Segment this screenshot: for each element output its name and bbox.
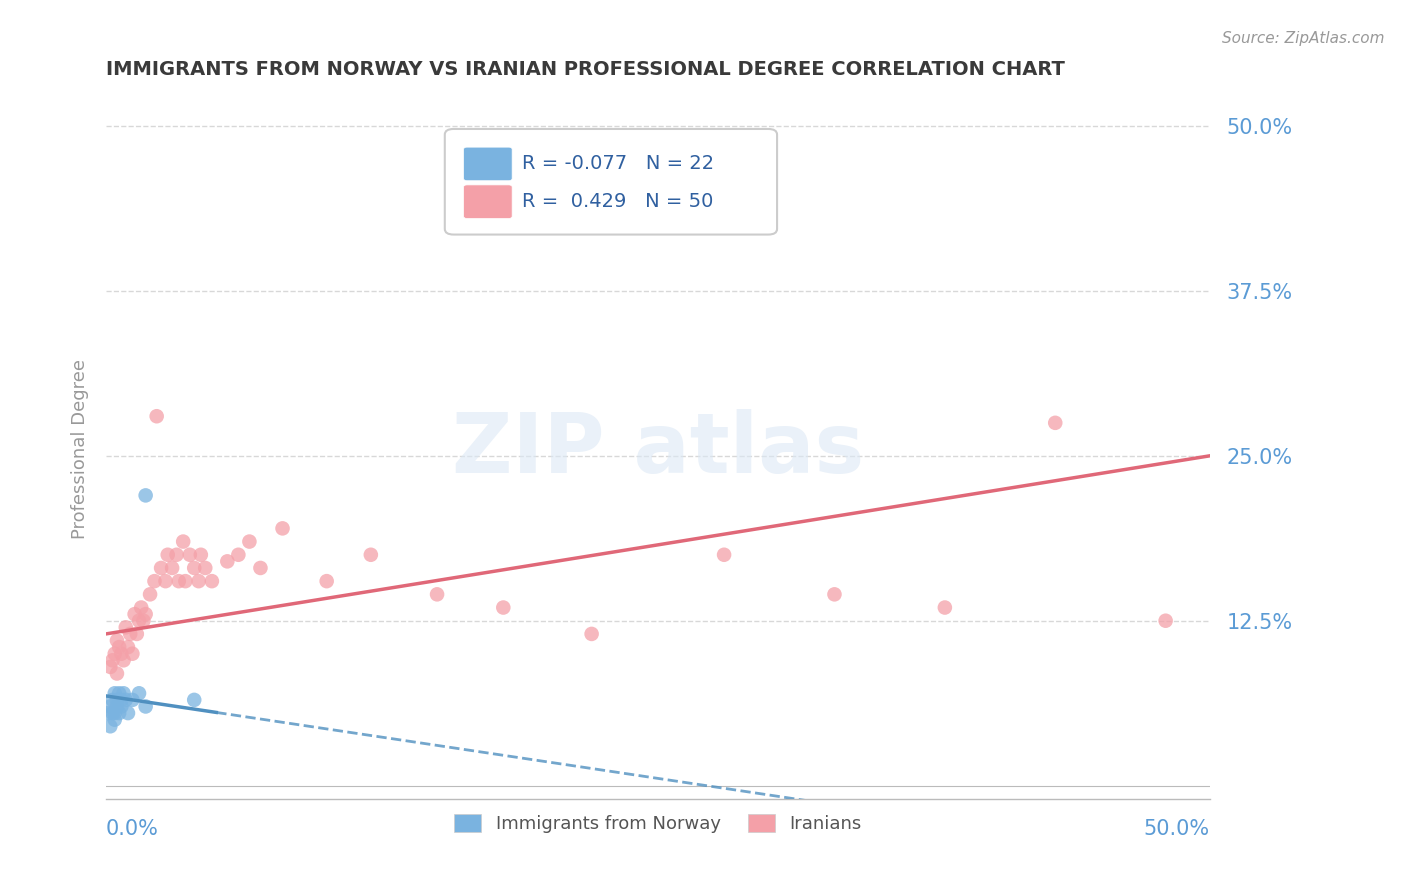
Point [110,699,132,714]
Point [114,620,136,634]
Point [98,719,121,733]
Point [150,561,173,575]
Point [104,713,127,727]
Text: Source: ZipAtlas.com: Source: ZipAtlas.com [1222,31,1385,46]
Point [581,627,603,641]
Text: ZIP atlas: ZIP atlas [451,409,863,490]
Point [179,548,201,562]
Point [101,653,124,667]
Point [139,587,162,601]
Point [128,614,150,628]
Point [117,706,139,720]
Point [156,548,179,562]
Point [121,693,143,707]
Point [713,548,735,562]
Point [104,647,127,661]
Point [238,534,260,549]
Point [135,488,157,502]
Y-axis label: Professional Degree: Professional Degree [72,359,89,540]
Point [135,699,157,714]
Point [98,660,121,674]
Point [105,693,128,707]
Point [112,653,135,667]
Point [117,640,139,654]
Point [167,574,190,589]
Point [125,627,148,641]
Point [101,706,124,720]
FancyBboxPatch shape [464,185,512,219]
Point [108,686,131,700]
Point [824,587,846,601]
Point [201,574,224,589]
Text: 50.0%: 50.0% [1143,819,1209,838]
Point [183,693,205,707]
Point [217,554,239,568]
Point [145,409,167,424]
FancyBboxPatch shape [444,129,778,235]
Point [271,521,294,535]
FancyBboxPatch shape [464,147,512,181]
Point [187,574,209,589]
Point [135,607,157,621]
Point [98,699,121,714]
Point [108,640,131,654]
Point [1154,614,1177,628]
Point [183,561,205,575]
Point [160,561,183,575]
Point [110,647,132,661]
Point [104,686,127,700]
Point [121,647,143,661]
Point [194,561,217,575]
Point [97,706,120,720]
Point [132,614,155,628]
Point [105,666,128,681]
Point [110,693,132,707]
Point [143,574,166,589]
Text: IMMIGRANTS FROM NORWAY VS IRANIAN PROFESSIONAL DEGREE CORRELATION CHART: IMMIGRANTS FROM NORWAY VS IRANIAN PROFES… [105,60,1064,78]
Point [114,693,136,707]
Point [190,548,212,562]
Point [166,548,188,562]
Legend: Immigrants from Norway, Iranians: Immigrants from Norway, Iranians [446,805,870,842]
Point [360,548,382,562]
Point [129,600,152,615]
Point [172,534,194,549]
Point [124,607,146,621]
Point [315,574,337,589]
Point [1045,416,1067,430]
Text: 0.0%: 0.0% [105,819,159,838]
Point [249,561,271,575]
Point [426,587,449,601]
Point [492,600,515,615]
Point [228,548,250,562]
Point [112,686,135,700]
Point [101,693,124,707]
Point [155,574,177,589]
Text: R =  0.429   N = 50: R = 0.429 N = 50 [522,192,713,211]
Point [104,706,127,720]
Point [934,600,956,615]
Point [128,686,150,700]
Point [105,633,128,648]
Point [174,574,197,589]
Text: R = -0.077   N = 22: R = -0.077 N = 22 [522,154,714,173]
Point [105,699,128,714]
Point [108,706,131,720]
Point [120,627,142,641]
